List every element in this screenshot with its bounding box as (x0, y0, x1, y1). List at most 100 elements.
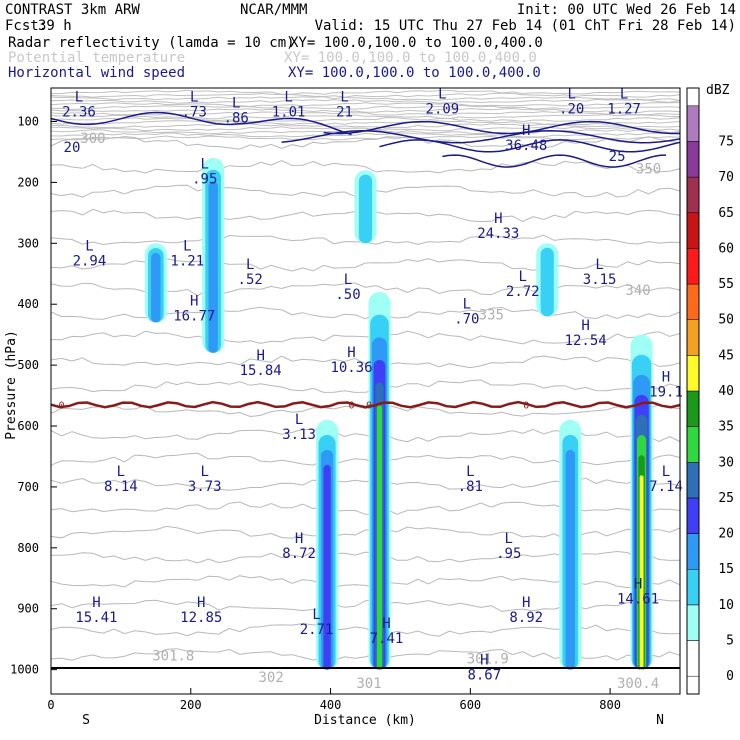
theta-contour (50, 98, 681, 104)
colorbar-level-label: 0 (726, 669, 734, 684)
theta-contour (50, 126, 681, 132)
colorbar-level-label: 10 (718, 598, 734, 613)
high-low-letter: H (382, 616, 390, 632)
high-low-letter: L (201, 156, 209, 172)
reflectivity-band (208, 181, 218, 353)
y-tick-label: 600 (17, 419, 39, 433)
high-label: H8.67 (467, 653, 501, 684)
model-title: CONTRAST 3km ARW (5, 2, 140, 18)
theta-label: 350 (636, 161, 661, 177)
high-label: H24.33 (477, 211, 519, 242)
plot-frame (50, 87, 681, 695)
high-low-letter: H (92, 595, 100, 611)
colorbar-level-label: 20 (718, 527, 734, 542)
low-label: L1.21 (170, 239, 204, 270)
reflectivity-band (358, 174, 373, 244)
low-label: L.86 (224, 95, 249, 126)
high-label: H19.1 (649, 370, 683, 401)
y-tick-label: 500 (17, 358, 39, 372)
high-label: H12.54 (565, 318, 607, 349)
freezing-level-label: 0 (58, 401, 64, 412)
theta-contour (50, 404, 681, 418)
colorbar-level-label: 60 (718, 241, 734, 256)
reflectivity-band (151, 252, 161, 323)
low-label: L1.01 (272, 89, 306, 120)
theta-contour (50, 123, 681, 129)
axes: 0 200 400 600 800100200300400500600700800900… (10, 114, 621, 712)
high-low-letter: L (75, 89, 83, 105)
reflectivity-band (376, 405, 383, 670)
theta-contour (50, 135, 681, 141)
high-label: H8.72 (282, 531, 316, 562)
high-low-value: 36.48 (505, 138, 547, 154)
high-label: H16.77 (173, 293, 215, 324)
high-label: H12.85 (180, 595, 222, 626)
theta-contour (50, 160, 681, 174)
high-low-value: 1.21 (170, 254, 204, 270)
init-time: Init: 00 UTC Wed 26 Feb 14 (517, 2, 736, 18)
high-low-letter: L (463, 296, 471, 312)
y-tick-label: 400 (17, 297, 39, 311)
high-low-letter: L (312, 607, 320, 623)
low-label: L3.73 (188, 464, 222, 495)
high-low-value: 16.77 (173, 308, 215, 324)
colorbar-level-label: 50 (718, 313, 734, 328)
high-low-letter: H (256, 348, 264, 364)
theta-contour (50, 89, 681, 95)
chart-header: CONTRAST 3km ARW NCAR/MMM Init: 00 UTC W… (5, 2, 736, 81)
high-low-letter: L (190, 89, 198, 105)
theta-label: 301 (356, 676, 381, 692)
fcst-value: 39 h (38, 18, 72, 34)
reflectivity-cell (536, 243, 559, 317)
colorbar-swatch (686, 105, 700, 142)
theta-label: 340 (625, 283, 650, 299)
high-low-value: 19.1 (649, 385, 683, 401)
high-low-letter: L (201, 464, 209, 480)
high-low-letter: H (581, 318, 589, 334)
high-low-letter: H (197, 595, 205, 611)
high-low-value: 15.84 (240, 363, 282, 379)
high-low-letter: H (634, 577, 642, 593)
colorbar-swatch (686, 462, 700, 499)
reflectivity-cell (144, 243, 167, 323)
theta-contour (50, 116, 681, 123)
theta-contour (50, 379, 681, 393)
valid-time: Valid: 15 UTC Thu 27 Feb 14 (01 ChT Fri … (315, 18, 736, 34)
colorbar-level-label: 65 (718, 206, 734, 221)
high-label: H14.61 (617, 577, 659, 608)
high-low-value: 10.36 (330, 360, 372, 376)
high-low-value: 2.72 (506, 284, 540, 300)
theta-contour (50, 132, 681, 138)
center-name: NCAR/MMM (240, 2, 307, 18)
x-axis-label: Distance (km) (314, 713, 416, 728)
theta-contour (50, 104, 681, 111)
high-low-value: 1.27 (607, 101, 641, 117)
field-xy-theta: XY= 100.0,100.0 to 100.0,400.0 (284, 50, 537, 66)
high-label: H10.36 (330, 345, 372, 376)
wind-label: 20 (64, 140, 81, 156)
x-tick-label: 600 (459, 698, 481, 712)
colorbar-swatch (686, 533, 700, 570)
low-label: L2.71 (300, 607, 334, 638)
theta-contour (50, 107, 681, 114)
high-low-value: 8.72 (282, 546, 316, 562)
colorbar-level-label: 35 (718, 420, 734, 435)
fcst-label: Fcst: (5, 18, 47, 34)
wind-contour (50, 111, 352, 136)
theta-contour (50, 330, 681, 345)
freezing-level-label: 0 (349, 401, 355, 412)
high-low-letter: L (340, 89, 348, 105)
theta-contour (50, 92, 681, 98)
high-low-value: .73 (182, 104, 207, 120)
y-tick-label: 300 (17, 236, 39, 250)
high-low-value: 8.92 (509, 610, 543, 626)
colorbar: dBZ 0 5 10 15 20 25 30 35 40 45 50 55 60 65 70 75 (686, 83, 734, 695)
high-low-value: 14.61 (617, 592, 659, 608)
high-low-value: .81 (458, 479, 483, 495)
colorbar-swatch (686, 176, 700, 214)
high-low-value: 24.33 (477, 226, 519, 242)
high-low-letter: H (295, 531, 303, 547)
high-low-letter: L (438, 86, 446, 102)
colorbar-swatch (686, 319, 700, 356)
y-tick-label: 800 (17, 541, 39, 555)
